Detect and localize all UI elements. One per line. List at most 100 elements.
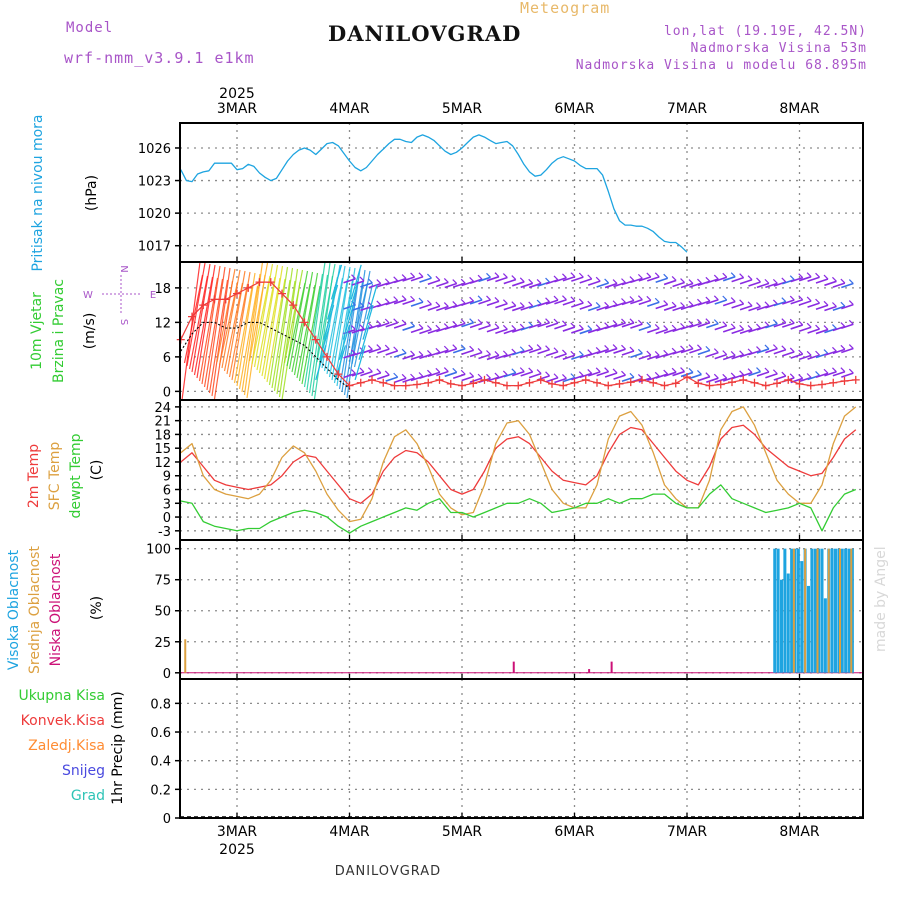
wind-barb xyxy=(841,323,854,330)
wind-barb xyxy=(848,319,854,325)
wind-barb xyxy=(713,274,719,280)
wind-barb xyxy=(604,323,618,330)
wind-barb xyxy=(756,367,761,373)
wind-barb xyxy=(401,319,407,325)
wind-gust-point xyxy=(784,375,793,384)
wind-barb xyxy=(486,295,491,301)
wind-barb xyxy=(461,300,474,306)
wind-barb xyxy=(376,368,382,374)
wind-barb xyxy=(629,296,635,301)
wind-barb xyxy=(393,372,399,378)
wind-barb xyxy=(789,318,795,324)
wind-barb xyxy=(629,318,635,324)
wind-barb xyxy=(613,322,626,328)
wind-barb xyxy=(452,344,458,350)
wind-barb xyxy=(553,373,559,379)
wind-barb xyxy=(578,371,584,377)
wind-barb xyxy=(706,351,719,358)
wind-barb xyxy=(841,372,854,378)
wind-barb xyxy=(376,348,390,354)
wind-barb xyxy=(731,354,744,360)
cloud-bar xyxy=(512,661,515,673)
wind-barb xyxy=(612,279,618,284)
wind-barb xyxy=(789,373,795,379)
wind-barb xyxy=(367,367,373,373)
wind-gust-point xyxy=(469,379,478,388)
wind-barb xyxy=(427,279,441,286)
wind-barb xyxy=(283,269,304,364)
wind-barb xyxy=(832,346,837,352)
wind-gust-point xyxy=(581,375,590,384)
wind-gust-point xyxy=(626,378,635,387)
wind-barb xyxy=(638,299,652,306)
wind-barb xyxy=(419,373,432,379)
wind-gust-point xyxy=(221,295,230,304)
compass-s: S xyxy=(118,319,129,325)
wind-barb xyxy=(571,302,584,308)
wind-barb xyxy=(697,375,711,382)
wind-barb xyxy=(747,324,753,330)
wind-barb xyxy=(772,319,778,325)
wind-mean-line xyxy=(180,321,350,389)
wind-barb xyxy=(579,304,593,310)
wind-barb xyxy=(213,280,234,400)
wind-barb xyxy=(570,373,576,379)
wind-barb xyxy=(562,300,576,306)
precip-ytick-label: 0.8 xyxy=(150,697,171,712)
wind-barb xyxy=(385,350,398,356)
wind-barb xyxy=(528,372,542,379)
temperature-ytick-label: 21 xyxy=(154,415,171,430)
temp-ylabel-sfc: SFC Temp xyxy=(47,442,63,511)
wind-barb xyxy=(722,354,736,361)
wind-barb xyxy=(748,370,761,377)
precip-legend-item: Ukupna Kisa xyxy=(18,688,105,704)
wind-barb xyxy=(562,326,576,332)
temp-ylabel-2m: 2m Temp xyxy=(26,444,42,508)
wind-gust-point xyxy=(739,375,748,384)
wind-barb xyxy=(714,353,728,360)
wind-barb xyxy=(469,318,475,324)
wind-barb xyxy=(654,272,660,278)
wind-barb xyxy=(384,370,390,376)
wind-barb xyxy=(629,276,635,282)
wind-barb xyxy=(781,318,787,324)
wind-barb xyxy=(528,282,542,289)
wind-barb xyxy=(198,277,219,382)
wind-barb xyxy=(663,369,669,375)
x-bottom-label: 7MAR xyxy=(667,824,708,840)
wind-barb xyxy=(815,298,820,304)
x-top-label: 4MAR xyxy=(329,101,370,117)
wind-barb xyxy=(469,299,483,305)
temperature-ytick-label: 15 xyxy=(154,442,171,457)
wind-barb xyxy=(781,345,787,351)
wind-barb xyxy=(730,297,736,303)
wind-gust-point xyxy=(390,381,399,390)
wind-barb xyxy=(338,280,359,390)
wind-barb xyxy=(519,277,525,283)
cloud-bar xyxy=(773,548,777,673)
wind-barb xyxy=(765,347,778,354)
wind-barb xyxy=(680,347,694,354)
cloud-bar xyxy=(823,598,827,673)
wind-gust-point xyxy=(255,278,264,287)
wind-gust-point xyxy=(705,381,714,390)
temperature-ytick-label: 0 xyxy=(163,511,171,526)
wind-barb xyxy=(368,282,382,289)
wind-barb xyxy=(680,345,685,351)
cloud-bar xyxy=(792,548,795,673)
wind-barb xyxy=(807,302,820,308)
wind-barb xyxy=(815,304,829,311)
wind-barb xyxy=(706,377,719,383)
cloud-ylabel-mid: Srednja Oblacnost xyxy=(27,546,43,674)
x-bottom-label: 6MAR xyxy=(554,824,595,840)
wind-gust-point xyxy=(503,381,511,390)
wind-barb xyxy=(596,370,609,377)
wind-barb xyxy=(511,348,517,354)
wind-barb xyxy=(756,371,770,377)
wind-barb xyxy=(460,318,466,324)
wind-barb xyxy=(730,272,736,278)
wind-gust-point xyxy=(604,381,613,390)
wind-gust-point xyxy=(728,378,736,387)
wind-barb xyxy=(705,296,711,302)
wind-ytick-label: 6 xyxy=(163,351,171,366)
